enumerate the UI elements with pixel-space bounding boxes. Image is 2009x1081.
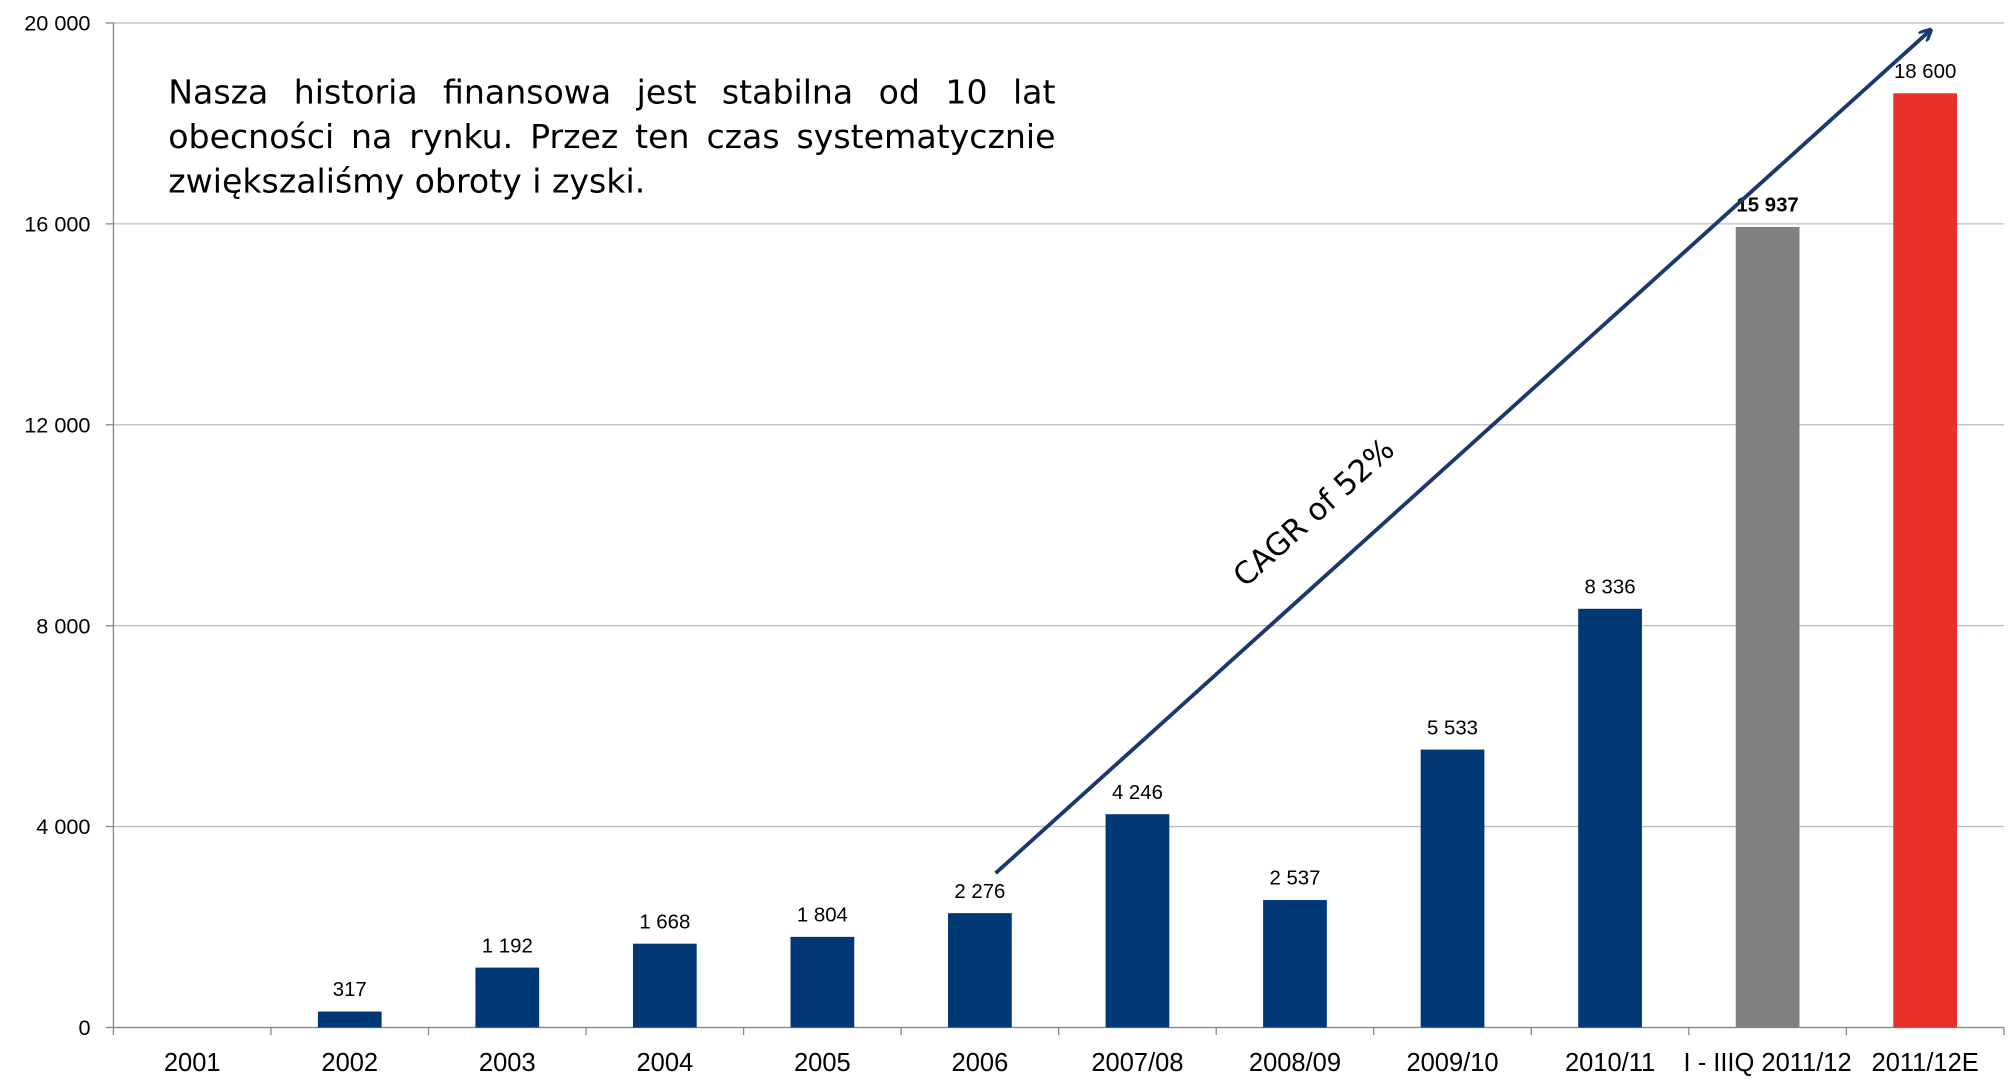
bar xyxy=(1893,93,1958,1028)
value-label: 18 600 xyxy=(1894,61,1956,83)
annotation-box: Nasza historia finansowa jest stabilna o… xyxy=(168,73,1056,202)
x-tick-label: 2008/09 xyxy=(1249,1049,1341,1077)
bar xyxy=(790,936,855,1028)
x-tick-label: I - IIIQ 2011/12 xyxy=(1684,1049,1852,1077)
bar xyxy=(1735,227,1800,1028)
bar xyxy=(632,943,697,1028)
x-tick-label: 2004 xyxy=(636,1049,693,1077)
value-label: 1 668 xyxy=(639,911,690,933)
x-tick-label: 2011/12E xyxy=(1872,1049,1979,1077)
y-tick-label: 4 000 xyxy=(36,814,90,839)
bar xyxy=(948,913,1012,1028)
y-tick-label: 20 000 xyxy=(24,11,90,36)
arrow-label: CAGR of 52% xyxy=(1227,432,1402,594)
bar xyxy=(317,1011,382,1028)
y-tick-label: 8 000 xyxy=(36,613,90,638)
value-label: 317 xyxy=(333,979,367,1001)
x-tick-label: 2010/11 xyxy=(1565,1049,1655,1077)
value-label: 1 192 xyxy=(482,935,533,957)
value-label: 2 276 xyxy=(954,881,1005,903)
value-label: 15 937 xyxy=(1736,195,1798,217)
x-tick-label: 2001 xyxy=(164,1049,221,1077)
x-tick-label: 2009/10 xyxy=(1406,1049,1498,1077)
value-label: 8 336 xyxy=(1585,576,1636,598)
value-label: 5 533 xyxy=(1427,717,1478,739)
bar xyxy=(1578,608,1642,1028)
x-tick-label: 2003 xyxy=(479,1049,536,1077)
bar xyxy=(475,967,540,1028)
y-tick-label: 12 000 xyxy=(24,412,90,437)
bar xyxy=(1420,749,1485,1028)
trend-arrow xyxy=(994,31,1930,875)
x-tick-label: 2005 xyxy=(794,1049,851,1077)
x-tick-label: 2007/08 xyxy=(1091,1049,1183,1077)
value-label: 1 804 xyxy=(797,905,848,927)
bar xyxy=(1263,900,1327,1028)
bar xyxy=(1105,814,1170,1028)
value-label: 4 246 xyxy=(1112,782,1163,804)
value-label: 2 537 xyxy=(1269,868,1320,890)
y-tick-label: 16 000 xyxy=(24,211,90,236)
annotation: Nasza historia finansowa jest stabilna o… xyxy=(168,73,1056,202)
y-tick-label: 0 xyxy=(78,1015,90,1040)
x-tick-label: 2006 xyxy=(952,1049,1009,1077)
x-tick-label: 2002 xyxy=(321,1049,378,1077)
